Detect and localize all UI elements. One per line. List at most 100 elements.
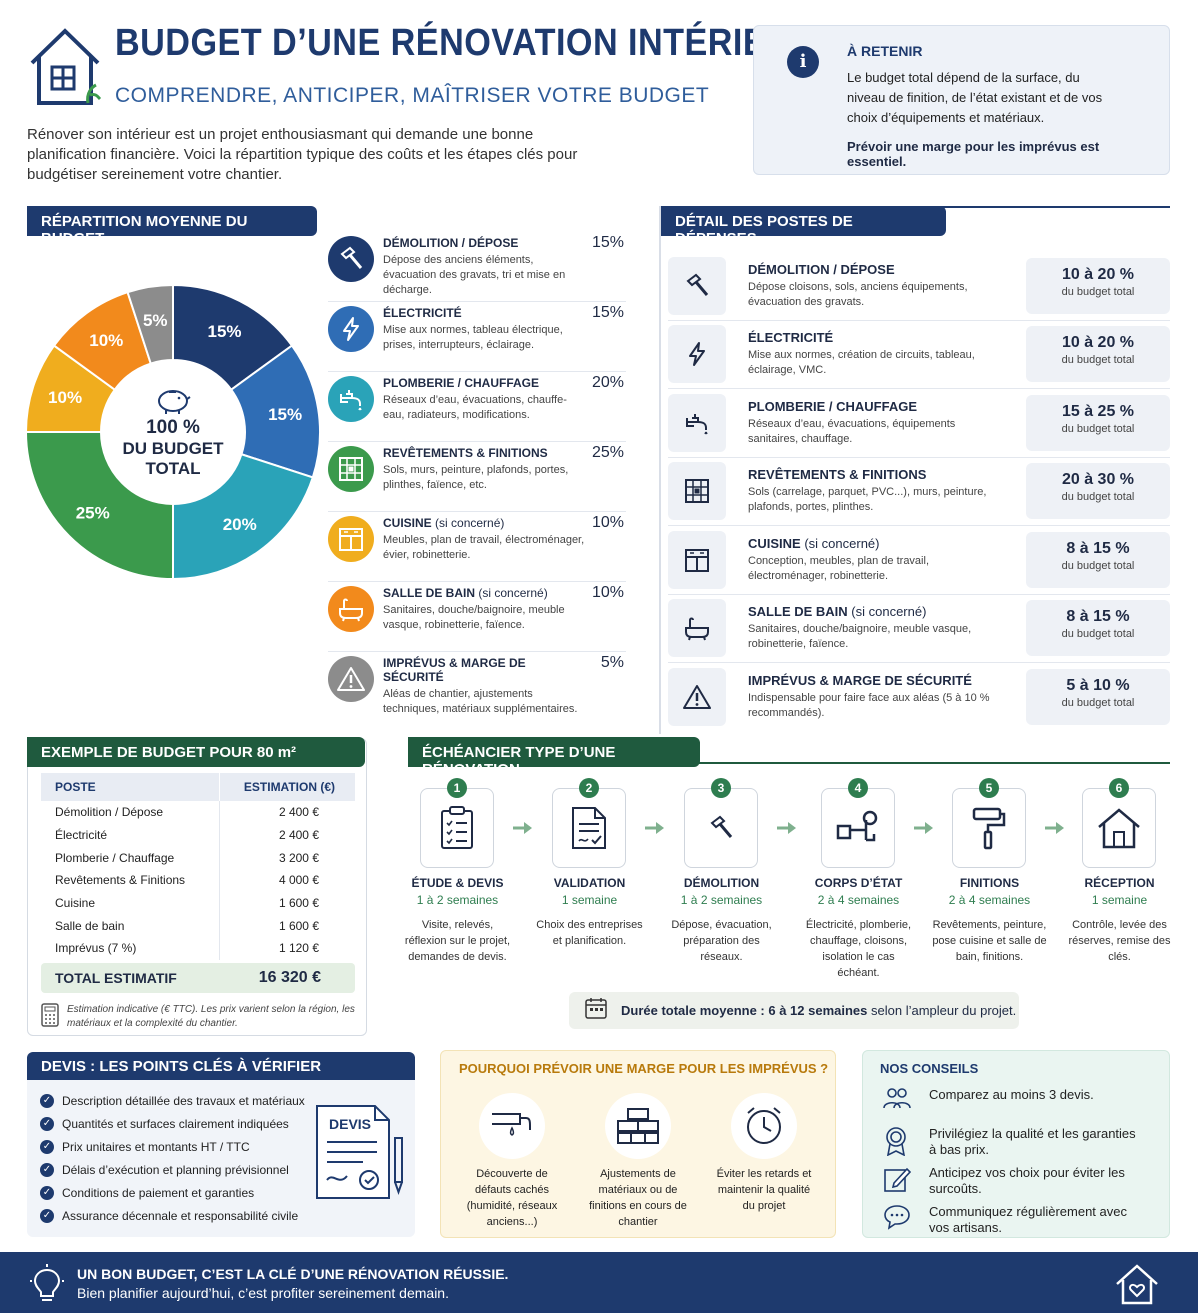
step-duration: 1 à 2 semaines	[680, 893, 763, 907]
lightning-icon	[668, 325, 726, 384]
exemple-heading: EXEMPLE DE BUDGET POUR 80 m²	[27, 737, 365, 767]
detail-range-sub: du budget total	[1061, 285, 1135, 298]
devis-check-label: Description détaillée des travaux et mat…	[62, 1093, 305, 1108]
repartition-list: DÉMOLITION / DÉPOSE Dépose des anciens é…	[328, 232, 626, 722]
detail-range-box: 20 à 30 % du budget total	[1026, 463, 1170, 520]
detail-range-box: 8 à 15 % du budget total	[1026, 600, 1170, 657]
conseils-panel: NOS CONSEILS Comparez au moins 3 devis. …	[862, 1050, 1170, 1238]
arrow-right-icon	[777, 821, 797, 840]
conseil-text: Anticipez vos choix pour éviter les surc…	[929, 1165, 1125, 1196]
table-cell-estimation: 2 400 €	[278, 805, 319, 820]
donut-label-4: 25%	[76, 503, 110, 522]
step-number: 3	[711, 778, 731, 798]
warning-icon	[668, 668, 726, 727]
calculator-icon	[41, 1003, 59, 1032]
detail-item-desc: Mise aux normes, création de circuits, t…	[748, 349, 975, 377]
detail-item-title: CUISINE	[748, 535, 801, 551]
marge-item: Ajustements de matériaux ou de finitions…	[575, 1093, 701, 1230]
repartition-item-desc: Sanitaires, douche/baignoire, meuble vas…	[383, 604, 565, 631]
donut-center-pct: 100 %	[146, 417, 200, 438]
table-header-poste: POSTE	[41, 773, 220, 801]
table-row: Revêtements & Finitions 4 000 €	[41, 869, 355, 892]
detail-item: CUISINE (si concerné) Conception, meuble…	[668, 526, 1170, 595]
house-heart-icon	[1114, 1262, 1160, 1311]
check-icon: ✓	[40, 1162, 54, 1177]
marge-panel: POURQUOI PRÉVOIR UNE MARGE POUR LES IMPR…	[440, 1050, 836, 1238]
table-cell-estimation: 1 600 €	[278, 896, 319, 911]
kitchen-icon	[668, 530, 726, 589]
marge-heading: POURQUOI PRÉVOIR UNE MARGE POUR LES IMPR…	[459, 1061, 829, 1076]
repartition-item-pct: 5%	[600, 654, 624, 671]
repartition-item: SALLE DE BAIN (si concerné) Sanitaires, …	[328, 582, 626, 652]
repartition-item: PLOMBERIE / CHAUFFAGE Réseaux d’eau, éva…	[328, 372, 626, 442]
repartition-item-pct: 25%	[591, 444, 624, 461]
detail-item: REVÊTEMENTS & FINITIONS Sols (carrelage,…	[668, 458, 1170, 526]
step-desc: Revêtements, peinture, pose cuisine et s…	[932, 919, 1047, 963]
table-cell-estimation: 1 120 €	[278, 941, 319, 956]
repartition-item: REVÊTEMENTS & FINITIONS Sols, murs, pein…	[328, 442, 626, 512]
footer-line2: Bien planifier aujourd’hui, c’est profit…	[77, 1285, 449, 1301]
table-cell-poste: Revêtements & Finitions	[41, 869, 220, 892]
repartition-item-title: CUISINE	[383, 516, 432, 530]
detail-range-sub: du budget total	[1061, 422, 1135, 435]
detail-range-box: 5 à 10 % du budget total	[1026, 669, 1170, 726]
timeline-step: 5 FINITIONS 2 à 4 semaines Revêtements, …	[932, 778, 1047, 965]
step-number: 1	[447, 778, 467, 798]
repartition-item-desc: Réseaux d’eau, évacuations, chauffe-eau,…	[383, 394, 567, 421]
detail-item-title: REVÊTEMENTS & FINITIONS	[748, 467, 927, 483]
donut-center-l1: DU BUDGET	[122, 439, 224, 458]
timeline-step: 3 DÉMOLITION 1 à 2 semaines Dépose, évac…	[664, 778, 779, 965]
timeline-step: 6 RÉCEPTION 1 semaine Contrôle, levée de…	[1062, 778, 1177, 965]
pipes-icon	[821, 788, 895, 868]
marge-item-text: Éviter les retards et maintenir la quali…	[716, 1168, 812, 1212]
repartition-item-title: REVÊTEMENTS & FINITIONS	[383, 446, 548, 460]
arrow-right-icon	[914, 821, 934, 840]
step-duration: 2 à 4 semaines	[948, 893, 1031, 907]
devis-check-label: Assurance décennale et responsabilité ci…	[62, 1208, 299, 1223]
conseil-text: Comparez au moins 3 devis.	[929, 1087, 1094, 1102]
devis-check-item: ✓ Délais d’exécution et planning prévisio…	[40, 1158, 310, 1181]
devis-badge: DEVIS	[329, 1116, 372, 1132]
leaking-pipe-icon	[479, 1093, 545, 1159]
detail-list: DÉMOLITION / DÉPOSE Dépose cloisons, sol…	[668, 252, 1170, 732]
conseil-item: Comparez au moins 3 devis.	[883, 1087, 1163, 1126]
duree-rest: selon l’ampleur du projet.	[867, 1003, 1017, 1018]
check-icon: ✓	[40, 1093, 54, 1108]
repartition-item-title: ÉLECTRICITÉ	[383, 306, 462, 320]
table-row: Imprévus (7 %) 1 120 €	[41, 937, 355, 960]
repartition-item-pct: 15%	[591, 234, 624, 251]
paint-roller-icon	[952, 788, 1026, 868]
retenir-text: Le budget total dépend de la surface, du…	[847, 70, 1103, 125]
people-icon	[883, 1087, 913, 1114]
donut-label-2: 15%	[268, 405, 302, 424]
detail-item: ÉLECTRICITÉ Mise aux normes, création de…	[668, 321, 1170, 389]
arrow-right-icon	[645, 821, 665, 840]
repartition-item: CUISINE (si concerné) Meubles, plan de t…	[328, 512, 626, 582]
detail-range-sub: du budget total	[1061, 354, 1135, 367]
detail-item: PLOMBERIE / CHAUFFAGE Réseaux d’eau, éva…	[668, 389, 1170, 458]
repartition-item-pct: 10%	[591, 514, 624, 531]
retenir-box: i À RETENIR Le budget total dépend de la…	[753, 25, 1170, 175]
repartition-item: IMPRÉVUS & MARGE DE SÉCURITÉ Aléas de ch…	[328, 652, 626, 722]
donut-center: 100 % DU BUDGET TOTAL	[98, 357, 248, 507]
devis-check-label: Conditions de paiement et garanties	[62, 1185, 255, 1200]
detail-range-sub: du budget total	[1061, 628, 1135, 641]
repartition-item-title: DÉMOLITION / DÉPOSE	[383, 236, 519, 250]
table-cell-poste: Électricité	[41, 823, 220, 847]
hammer-icon	[668, 256, 726, 315]
arrow-right-icon	[1045, 821, 1065, 840]
document-check-icon	[552, 788, 626, 868]
conseils-heading: NOS CONSEILS	[880, 1061, 979, 1076]
table-cell-estimation: 3 200 €	[278, 850, 319, 865]
check-icon: ✓	[40, 1116, 54, 1131]
devis-document-icon: DEVIS	[313, 1104, 408, 1200]
exemple-table: POSTE ESTIMATION (€) Démolition / Dépose…	[41, 773, 355, 1032]
devis-checklist: ✓ Description détaillée des travaux et ma…	[40, 1089, 310, 1227]
check-icon: ✓	[40, 1208, 54, 1223]
total-label: TOTAL ESTIMATIF	[55, 969, 177, 986]
donut-center-l2: TOTAL	[145, 459, 201, 478]
detail-range-sub: du budget total	[1061, 697, 1135, 710]
clock-icon	[731, 1093, 797, 1159]
repartition-item-title: IMPRÉVUS & MARGE DE SÉCURITÉ	[383, 656, 526, 684]
conseil-item: Anticipez vos choix pour éviter les surc…	[883, 1165, 1163, 1204]
